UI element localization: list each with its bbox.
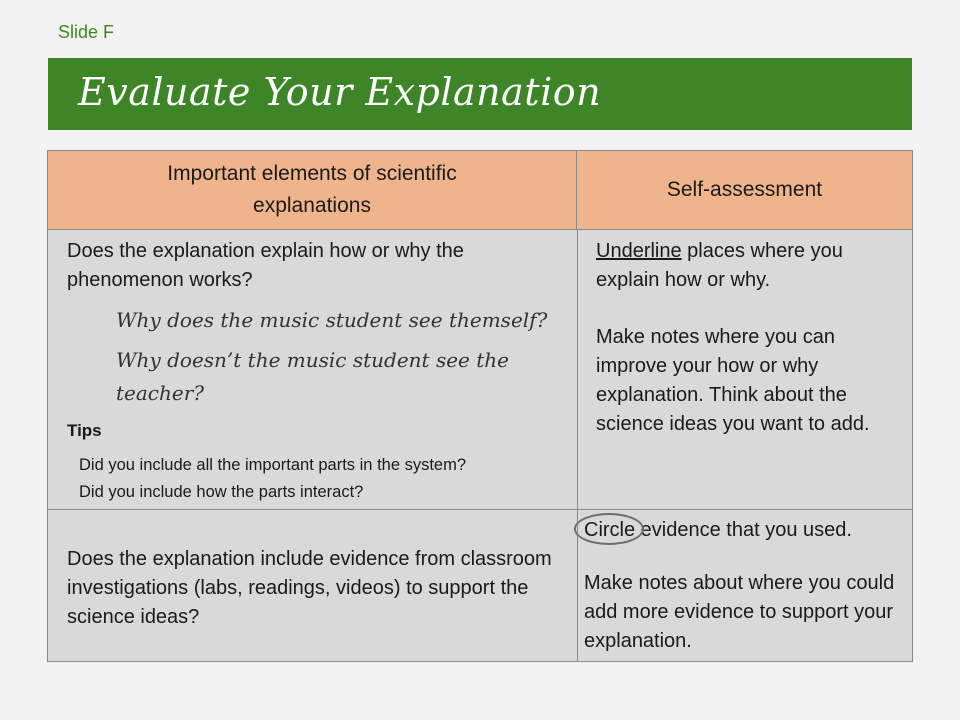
header-self-assessment-label: Self-assessment: [666, 178, 823, 201]
row2-question: Does the explanation include evidence fr…: [67, 548, 552, 628]
header-elements-label: Important elements of scientific explana…: [167, 162, 457, 217]
underline-keyword: Underline: [596, 240, 682, 262]
divider-row: [48, 509, 912, 510]
tip-item: Did you include how the parts interact?: [79, 483, 364, 501]
slide-title: Evaluate Your Explanation: [78, 70, 602, 114]
divider-column: [577, 229, 578, 661]
tips-list: Did you include all the important parts …: [79, 452, 466, 506]
header-self-assessment: Self-assessment: [577, 151, 912, 229]
tip-item: Did you include all the important parts …: [79, 456, 467, 474]
row1-assessment: Underline places where you explain how o…: [596, 237, 896, 295]
title-bar: Evaluate Your Explanation: [48, 58, 912, 130]
row1-example-question-2: Why doesn’t the music student see the te…: [116, 348, 509, 405]
row1-example-question-1: Why does the music student see themself?: [116, 308, 548, 332]
row1-question: Does the explanation explain how or why …: [67, 240, 464, 291]
circle-annotation: [574, 513, 644, 545]
slide-label: Slide F: [58, 22, 115, 42]
header-elements: Important elements of scientific explana…: [48, 151, 577, 229]
row2-assessment-notes: Make notes about where you could add mor…: [584, 572, 895, 652]
evaluation-table: Important elements of scientific explana…: [47, 150, 913, 662]
row1-assessment-text: places where you explain how or why.: [596, 240, 843, 291]
row2-assessment-text: evidence that you used.: [635, 519, 852, 541]
tips-heading: Tips: [67, 421, 102, 440]
row1-assessment-notes: Make notes where you can improve your ho…: [596, 326, 870, 435]
divider-header: [48, 229, 912, 230]
